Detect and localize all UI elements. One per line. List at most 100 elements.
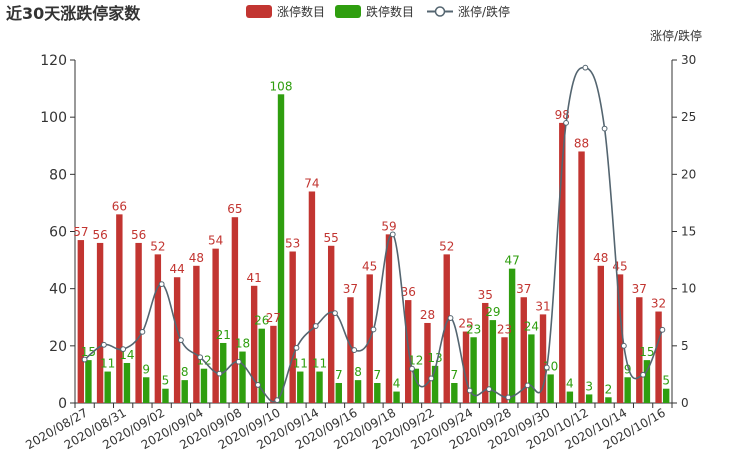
bar-limit-up[interactable] (424, 322, 431, 403)
ratio-point[interactable] (178, 337, 184, 344)
bar-limit-down[interactable] (547, 374, 554, 403)
ratio-point[interactable] (139, 328, 146, 335)
bar-limit-up[interactable] (270, 325, 277, 403)
bar-limit-up[interactable] (193, 265, 200, 403)
bar-limit-down[interactable] (143, 377, 150, 403)
bar-limit-up[interactable] (616, 274, 624, 403)
bar-limit-down[interactable] (239, 351, 246, 403)
ratio-point[interactable] (312, 323, 319, 329)
ratio-point[interactable] (100, 341, 107, 348)
bar-limit-down[interactable] (431, 365, 439, 403)
bar-limit-down[interactable] (508, 268, 516, 403)
bar-limit-down[interactable] (200, 368, 208, 403)
ratio-point[interactable] (505, 394, 512, 401)
bar-limit-down[interactable] (85, 360, 92, 403)
bar-limit-up[interactable] (443, 254, 450, 403)
bar-limit-up[interactable] (539, 314, 547, 403)
legend-label-limit-up[interactable]: 涨停数目 (277, 4, 325, 19)
bar-limit-down[interactable] (335, 382, 342, 403)
bar-limit-up[interactable] (154, 254, 162, 403)
bar-limit-up[interactable] (559, 122, 566, 403)
ratio-point[interactable] (524, 382, 531, 389)
bar-limit-down[interactable] (528, 334, 535, 403)
bar-limit-up[interactable] (385, 234, 393, 403)
ratio-point[interactable] (197, 354, 204, 361)
bar-limit-up[interactable] (327, 245, 335, 403)
bar-limit-down[interactable] (277, 94, 285, 404)
legend-label-limit-down[interactable]: 跌停数目 (366, 4, 414, 19)
bar-limit-down[interactable] (643, 360, 651, 403)
ratio-point[interactable] (274, 397, 281, 404)
bar-label-limit-up: 56 (92, 228, 107, 242)
ratio-point[interactable] (81, 356, 88, 363)
ratio-point[interactable] (332, 310, 338, 317)
bar-limit-down[interactable] (354, 380, 362, 403)
bar-limit-up[interactable] (308, 191, 316, 403)
bar-limit-down[interactable] (605, 397, 612, 403)
bar-limit-down[interactable] (297, 371, 304, 403)
bar-limit-up[interactable] (636, 297, 643, 403)
ratio-point[interactable] (466, 387, 473, 394)
bar-limit-down[interactable] (585, 394, 593, 403)
bar-limit-up[interactable] (212, 248, 219, 403)
ratio-point[interactable] (158, 281, 165, 287)
bar-limit-down[interactable] (162, 388, 169, 403)
bar-limit-down[interactable] (123, 362, 131, 403)
ratio-point[interactable] (620, 342, 627, 349)
bar-limit-down[interactable] (393, 391, 400, 403)
bar-limit-up[interactable] (116, 214, 123, 403)
bar-label-limit-down: 7 (335, 368, 343, 382)
bar-limit-down[interactable] (374, 382, 381, 403)
bar-limit-down[interactable] (451, 382, 458, 403)
ratio-point[interactable] (120, 346, 127, 353)
bar-limit-down[interactable] (316, 371, 323, 403)
bar-limit-up[interactable] (250, 285, 258, 403)
bar-limit-down[interactable] (104, 371, 111, 403)
bar-limit-up[interactable] (289, 251, 296, 403)
ratio-point[interactable] (370, 326, 377, 333)
bar-limit-up[interactable] (578, 151, 585, 403)
ratio-point[interactable] (389, 231, 396, 238)
ratio-point[interactable] (563, 119, 569, 126)
bar-limit-up[interactable] (77, 240, 85, 403)
ratio-point[interactable] (640, 371, 647, 378)
bar-limit-up[interactable] (231, 217, 239, 403)
bar-limit-down[interactable] (566, 391, 574, 403)
bar-limit-up[interactable] (96, 242, 104, 403)
bar-limit-up[interactable] (462, 331, 470, 403)
ratio-point[interactable] (235, 358, 242, 365)
ratio-point[interactable] (428, 375, 435, 382)
bar-limit-down[interactable] (412, 368, 420, 403)
ratio-point[interactable] (601, 125, 608, 132)
bar-limit-down[interactable] (258, 328, 265, 403)
bar-label-limit-up: 56 (131, 228, 146, 242)
bar-limit-down[interactable] (662, 388, 670, 403)
legend-swatch-limit-up[interactable] (246, 5, 272, 18)
ratio-point[interactable] (582, 64, 589, 71)
bar-limit-down[interactable] (489, 320, 497, 403)
legend-swatch-limit-down[interactable] (335, 5, 361, 18)
ratio-point[interactable] (409, 365, 415, 372)
ratio-point[interactable] (659, 326, 666, 333)
bar-limit-up[interactable] (501, 337, 508, 403)
ratio-point[interactable] (255, 382, 261, 388)
legend-label-ratio[interactable]: 涨停/跌停 (458, 4, 510, 19)
ratio-point[interactable] (543, 364, 550, 371)
bar-limit-down[interactable] (181, 380, 188, 403)
bar-limit-down[interactable] (624, 377, 631, 403)
ratio-point[interactable] (216, 370, 223, 377)
legend[interactable]: 涨停数目 跌停数目 涨停/跌停 (246, 4, 510, 19)
bar-limit-up[interactable] (655, 311, 662, 403)
bar-limit-up[interactable] (135, 242, 142, 403)
bar-limit-up[interactable] (347, 297, 354, 403)
bar-limit-up[interactable] (173, 277, 181, 403)
ratio-point[interactable] (447, 315, 454, 321)
bar-limit-down[interactable] (470, 337, 477, 403)
ratio-point[interactable] (351, 347, 358, 353)
legend-marker-ratio[interactable] (434, 6, 446, 17)
ratio-point[interactable] (486, 386, 492, 393)
bar-limit-up[interactable] (520, 297, 527, 403)
bar-limit-up[interactable] (597, 265, 604, 403)
ratio-point[interactable] (293, 344, 300, 351)
bar-limit-up[interactable] (482, 302, 489, 403)
